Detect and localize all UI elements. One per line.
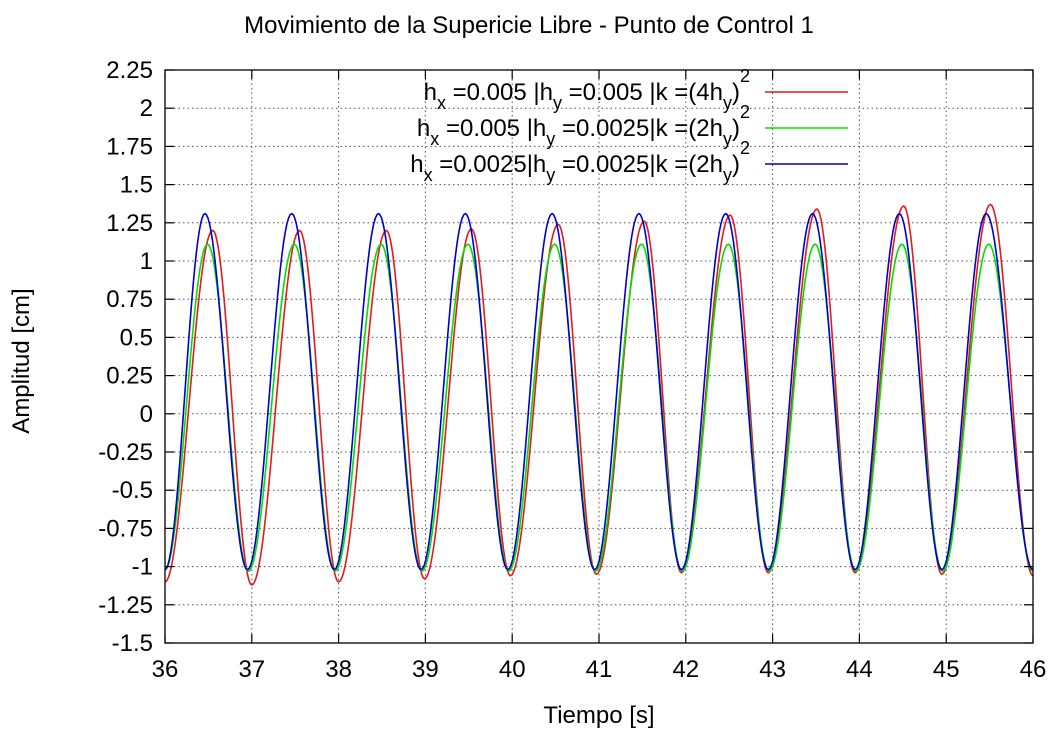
x-tick-label: 37 [238,656,265,683]
x-tick-label: 38 [325,656,352,683]
y-tick-label: 0.75 [106,286,153,313]
x-axis-label: Tiempo [s] [543,702,655,729]
y-tick-label: 1.25 [106,210,153,237]
y-tick-label: 1.75 [106,133,153,160]
series-lines [164,203,1034,586]
y-tick-label: 1 [140,248,153,275]
axes: 36 37 38 39 40 41 42 43 44 45 46 -1.5 -1.25 -1 -0.75 -0… [98,57,1046,683]
y-tick-label: 1.5 [120,172,153,199]
x-tick-label: 45 [933,656,960,683]
x-tick-label: 40 [499,656,526,683]
chart-title: Movimiento de la Supericie Libre - Punto… [244,12,814,39]
y-tick-label: -0.5 [112,477,153,504]
legend-label-3: hx =0.0025|hy =0.0025|k =(2hy)2 [410,138,750,185]
legend: hx =0.005 |hy =0.005 |k =(4hy)2hx =0.005… [410,66,848,185]
series-line-3 [164,212,1034,571]
y-tick-label: 2 [140,95,153,122]
y-tick-label: -0.25 [98,439,153,466]
x-tick-label: 46 [1020,656,1047,683]
series-line-1 [164,203,1034,586]
y-tick-label: 0 [140,401,153,428]
y-tick-label: 0.25 [106,363,153,390]
y-tick-label: -1.25 [98,592,153,619]
y-tick-label: -0.75 [98,515,153,542]
y-tick-label: -1 [132,554,153,581]
y-tick-label: -1.5 [112,630,153,657]
x-tick-label: 39 [412,656,439,683]
x-tick-label: 36 [152,656,179,683]
x-tick-label: 42 [672,656,699,683]
x-tick-label: 44 [846,656,873,683]
y-tick-label: 0.5 [120,324,153,351]
legend-label-2: hx =0.005 |hy =0.0025|k =(2hy)2 [417,102,750,149]
legend-label-1: hx =0.005 |hy =0.005 |k =(4hy)2 [424,66,750,113]
y-tick-label: 2.25 [106,57,153,84]
x-tick-label: 41 [586,656,613,683]
x-tick-label: 43 [759,656,786,683]
grid [165,70,1033,643]
